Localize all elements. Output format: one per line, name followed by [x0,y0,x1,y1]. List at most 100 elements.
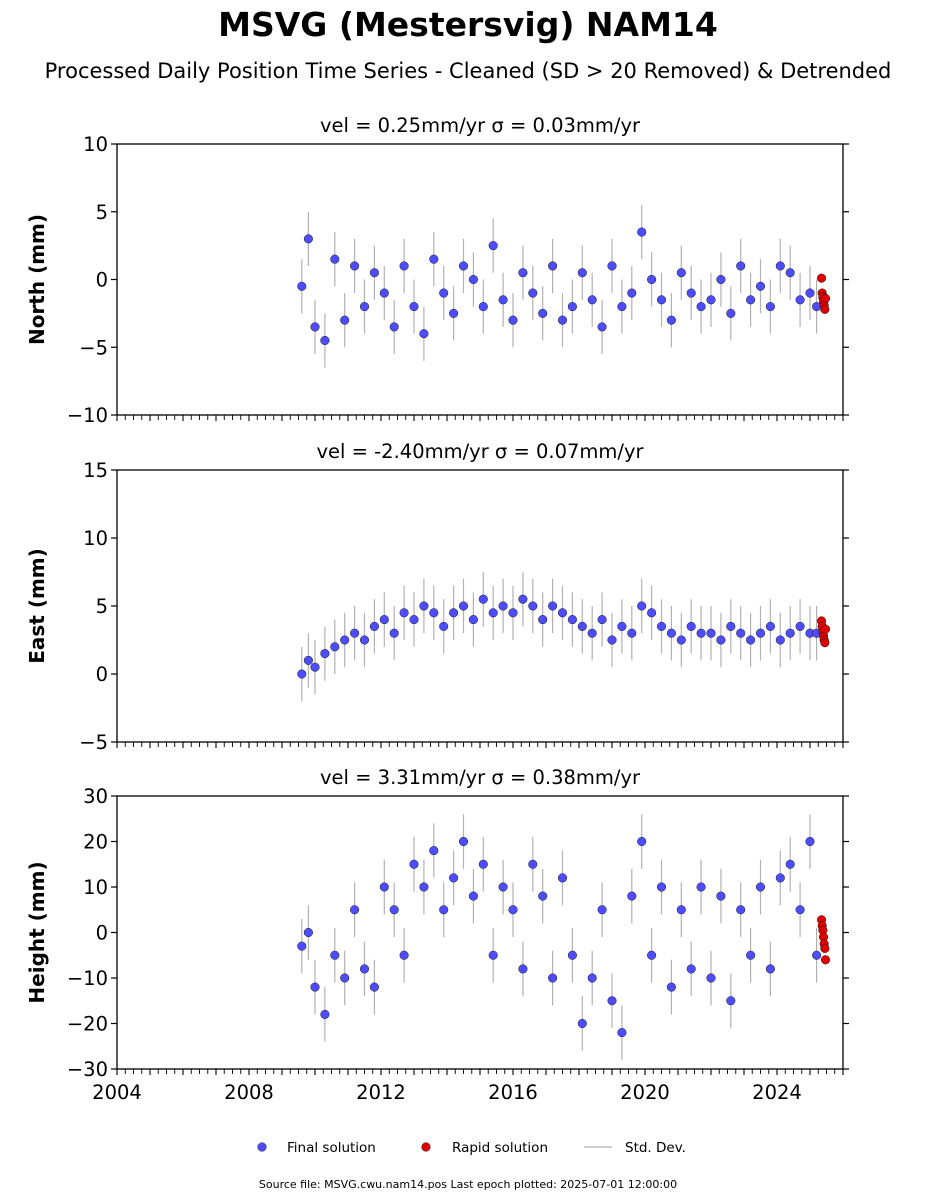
final-solution-point [468,274,478,285]
legend-rapid-label: Rapid solution [452,1140,548,1156]
final-solution-point [696,302,706,312]
final-solution-point [449,308,459,318]
y-tick-label: 5 [96,595,108,618]
final-solution-point [805,288,815,298]
final-solution-point [399,950,409,960]
final-solution-point [340,315,350,325]
y-tick-label: 0 [96,269,108,292]
final-solution-point [627,288,637,298]
final-solution-point [696,628,706,638]
final-solution-point [478,859,488,869]
final-solution-point [647,950,657,960]
final-solution-point [449,873,459,883]
final-solution-point [726,621,736,631]
final-solution-point [359,635,370,645]
final-solution-point [746,295,756,305]
final-solution-point [449,608,459,618]
final-solution-point [369,982,379,992]
x-tick-label: 2004 [92,1081,142,1104]
final-solution-point [488,950,498,960]
plot-area [297,204,831,368]
final-solution-point [567,950,577,960]
final-solution-point [498,601,508,611]
final-solution-point [320,335,330,346]
final-solution-point [297,941,307,951]
y-tick-label: 20 [83,831,108,854]
y-tick-label: 0 [96,663,108,686]
final-solution-point [716,891,726,901]
y-axis-label: East (mm) [25,548,49,664]
final-solution-point [736,261,746,271]
final-solution-point [686,621,696,631]
final-solution-point [736,628,746,638]
final-solution-point [518,594,528,604]
final-solution-point [528,288,538,298]
plot-frame [116,469,844,743]
final-solution-point [320,649,330,659]
final-solution-point [409,859,419,869]
final-solution-point [647,274,657,285]
final-solution-point [379,882,389,892]
x-tick-label: 2016 [488,1081,538,1104]
final-solution-point [508,905,518,915]
final-solution-point [518,268,528,278]
x-tick-label: 2008 [224,1081,274,1104]
final-solution-point [666,315,676,325]
final-solution-point [627,628,637,638]
final-solution-point [303,655,313,665]
final-solution-point [775,873,785,883]
final-solution-point [488,608,498,618]
final-solution-point [429,254,439,264]
final-solution-point [419,329,429,339]
final-solution-point [548,973,558,983]
final-solution-point [330,950,340,960]
x-tick-label: 2024 [752,1081,802,1104]
final-solution-point [557,873,568,883]
final-solution-point [320,1009,330,1019]
final-solution-point [340,635,350,645]
y-tick-label: 10 [83,133,108,156]
final-solution-point [557,315,568,325]
final-solution-point [587,295,597,305]
final-solution-point [399,261,409,271]
final-solution-point [310,982,320,992]
panels-group: vel = 0.25mm/yr σ = 0.03mm/yr North (mm) −… [25,114,849,1104]
rapid-solution-point [820,304,830,314]
y-tick-label: 10 [83,527,108,550]
final-solution-point [795,295,805,305]
final-solution-point [350,905,360,915]
final-solution-point [567,302,577,312]
final-solution-point [597,615,607,625]
rapid-solution-point [820,293,831,304]
final-solution-point [557,608,568,618]
final-solution-point [805,836,815,847]
final-solution-point [656,621,667,631]
final-solution-point [656,295,667,305]
final-solution-point [399,608,409,618]
final-solution-point [498,882,508,892]
final-solution-point [755,281,766,291]
final-solution-point [755,882,766,892]
legend-final-label: Final solution [287,1140,376,1156]
legend-final-marker [257,1142,267,1152]
final-solution-point [429,846,439,856]
y-tick-label: 30 [83,785,108,808]
final-solution-point [478,302,488,312]
figure-subtitle: Processed Daily Position Time Series - C… [45,59,892,83]
panel-title: vel = 3.31mm/yr σ = 0.38mm/yr [320,766,641,789]
final-solution-point [627,891,637,901]
final-solution-point [458,836,469,847]
final-solution-point [795,621,805,631]
final-solution-point [696,882,706,892]
final-solution-point [379,615,389,625]
y-tick-label: 5 [96,201,108,224]
final-solution-point [607,996,617,1006]
rapid-solution-point [820,943,830,953]
panel-east: vel = -2.40mm/yr σ = 0.07mm/yr East (mm) −… [25,440,849,754]
final-solution-point [785,859,795,869]
final-solution-point [706,973,716,983]
final-solution-point [458,601,469,611]
final-solution-point [765,621,775,631]
final-solution-point [389,322,399,332]
final-solution-point [666,628,676,638]
